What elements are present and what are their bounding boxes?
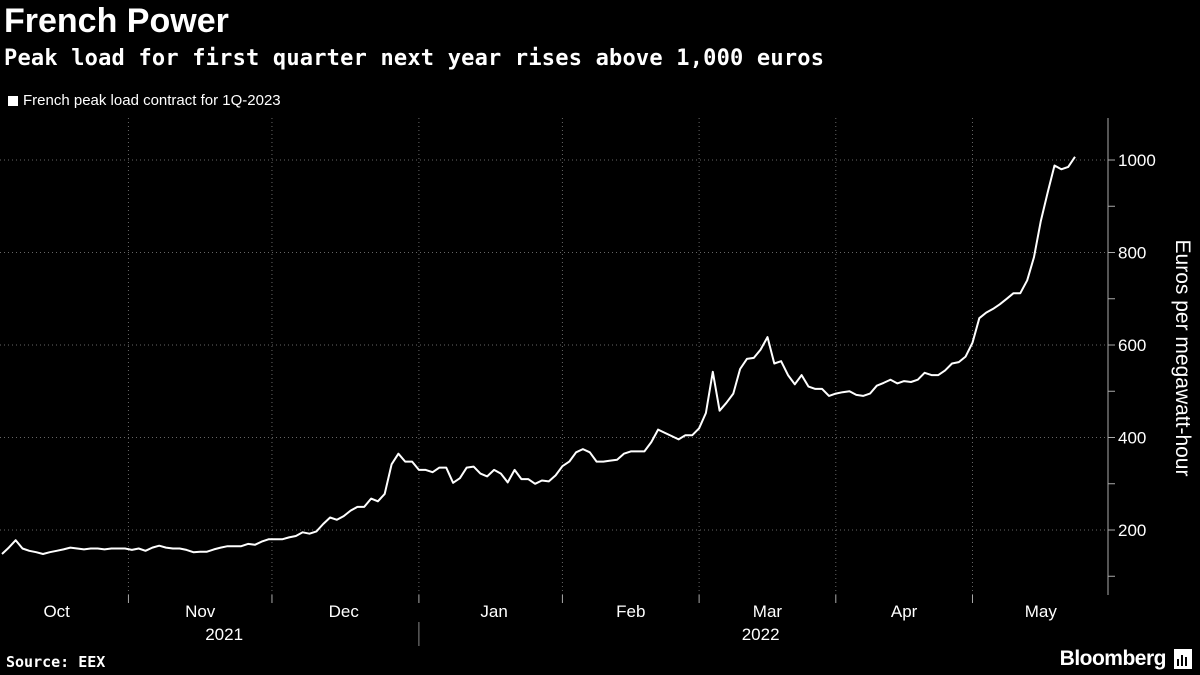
legend-swatch <box>8 95 18 106</box>
x-tick-label: Nov <box>185 602 216 621</box>
y-tick-label: 1000 <box>1118 151 1156 170</box>
x-tick-label: Feb <box>616 602 645 621</box>
chart-subtitle: Peak load for first quarter next year ri… <box>4 46 825 71</box>
chart-title: French Power <box>4 2 229 40</box>
bloomberg-logo: Bloomberg <box>1059 647 1167 670</box>
y-tick-label: 800 <box>1118 244 1146 263</box>
x-group-label: 2021 <box>205 625 243 644</box>
series-line <box>1 156 1076 555</box>
y-axis-label: Euros per megawatt-hour <box>1171 240 1194 477</box>
x-tick-label: May <box>1025 602 1058 621</box>
x-tick-label: Jan <box>480 602 507 621</box>
legend-label: French peak load contract for 1Q-2023 <box>23 92 281 109</box>
x-tick-label: Oct <box>43 602 70 621</box>
x-group-label: 2022 <box>742 625 780 644</box>
y-tick-label: 400 <box>1118 429 1146 448</box>
y-tick-label: 600 <box>1118 336 1146 355</box>
bloomberg-terminal-icon <box>1174 649 1192 669</box>
legend: French peak load contract for 1Q-2023 <box>8 92 281 109</box>
x-tick-label: Dec <box>329 602 360 621</box>
x-tick-label: Mar <box>753 602 783 621</box>
x-tick-label: Apr <box>891 602 918 621</box>
y-tick-label: 200 <box>1118 521 1146 540</box>
source-note: Source: EEX <box>6 653 106 671</box>
